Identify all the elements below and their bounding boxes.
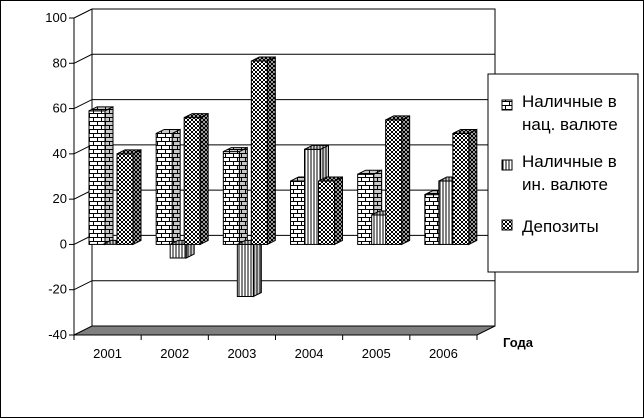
y-tick-label: 0	[60, 236, 67, 251]
bar-top	[223, 147, 248, 153]
x-tick-label: 2003	[227, 346, 256, 361]
y-tick-label: 60	[53, 101, 67, 116]
bar-side	[252, 239, 262, 298]
bar-side	[132, 149, 142, 246]
bar-side	[104, 106, 114, 246]
x-axis-title: Года	[503, 335, 534, 350]
x-tick-label: 2004	[295, 346, 324, 361]
bar	[385, 115, 411, 246]
bar	[452, 128, 478, 246]
bar	[88, 106, 114, 246]
bar-front	[452, 132, 470, 245]
bar-front	[236, 243, 254, 298]
bar-side	[199, 112, 209, 246]
bar-side	[171, 128, 181, 246]
bar-front	[183, 117, 201, 245]
bar-side	[401, 115, 411, 246]
bar-front	[222, 151, 240, 245]
y-tick-label: 100	[45, 10, 67, 25]
y-tick-label: 40	[53, 146, 67, 161]
chart-axes-layer	[69, 8, 478, 340]
bar-side	[468, 128, 478, 246]
legend-box	[487, 73, 639, 273]
chart-labels-layer: -40 -20 0 20 40 60 80 100 2001 2002 2003 2004 2005 20…	[45, 10, 533, 361]
legend-item: Наличные в нац. валюте	[501, 92, 618, 134]
legend-item: Депозиты	[501, 217, 599, 236]
y-tick-label: -40	[48, 327, 67, 342]
x-tick-label: 2002	[160, 346, 189, 361]
y-tick-label: 20	[53, 191, 67, 206]
gridline	[73, 99, 495, 110]
bar-top	[251, 56, 276, 62]
y-axis-top-edge	[73, 8, 93, 19]
legend-swatch	[501, 159, 513, 171]
bar-front	[169, 243, 187, 259]
legend-label: Наличные в ин. валюте	[522, 152, 617, 194]
y-tick-label: 80	[53, 55, 67, 70]
bar	[116, 149, 142, 246]
bar-top	[357, 169, 382, 175]
bar	[183, 112, 209, 246]
bar	[318, 176, 343, 246]
bar-front	[250, 60, 268, 245]
bar	[236, 239, 262, 298]
x-tick-label: 2006	[429, 346, 458, 361]
bar	[250, 56, 276, 246]
legend-label: Наличные в нац. валюте	[522, 92, 618, 134]
x-tick-label: 2001	[93, 346, 122, 361]
legend-item: Наличные в ин. валюте	[501, 152, 617, 194]
x-tick-label: 2005	[362, 346, 391, 361]
bar-front	[116, 153, 134, 245]
bar-top	[385, 115, 410, 121]
bar-top	[452, 128, 478, 134]
legend-label: Депозиты	[522, 217, 599, 236]
bar-top	[304, 144, 329, 150]
chart-floor-layer	[73, 325, 496, 336]
bar-top	[88, 106, 114, 112]
bar-front	[155, 132, 173, 245]
bar-side	[266, 56, 276, 246]
bar-top	[183, 113, 209, 119]
gridline	[73, 280, 495, 291]
legend-swatch	[501, 99, 513, 111]
chart-back-wall	[91, 8, 496, 327]
bar-front	[88, 110, 106, 245]
chart-floor	[73, 325, 496, 336]
bar-front	[318, 180, 335, 245]
bar-top	[318, 176, 343, 182]
bar-side	[238, 146, 248, 246]
gridline	[73, 53, 495, 64]
bar	[155, 128, 181, 246]
bar-top	[155, 128, 181, 134]
bar-top	[116, 149, 142, 155]
bar-side	[334, 176, 343, 246]
bar	[222, 146, 248, 246]
bar-front	[385, 119, 403, 245]
y-tick-label: -20	[48, 282, 67, 297]
chart-bars-layer	[88, 56, 478, 298]
chart-legend: Наличные в нац. валюте Наличные в ин. валют…	[487, 73, 639, 273]
legend-swatch	[501, 219, 513, 231]
